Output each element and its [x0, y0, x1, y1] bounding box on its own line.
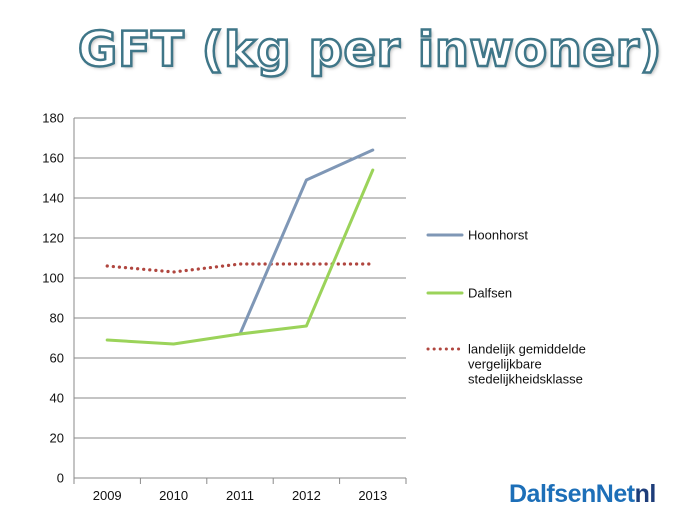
chart-gridlines: [74, 117, 406, 439]
slide-title: GFT (kg per inwoner): [77, 21, 663, 80]
legend-label-landelijk: landelijk gemiddelde vergelijkbare stedeli…: [468, 342, 586, 387]
y-tick-label: 100: [42, 271, 64, 286]
y-tick-label: 180: [42, 111, 64, 126]
y-tick-label: 20: [50, 431, 64, 446]
logo-main-text: DalfsenNet: [509, 480, 635, 508]
y-tick-label: 140: [42, 191, 64, 206]
y-tick-label: 40: [50, 391, 64, 406]
series-line-hoonhorst: [238, 148, 375, 336]
legend-label-dalfsen: Dalfsen: [468, 286, 512, 301]
y-tick-label: 60: [50, 351, 64, 366]
logo-tld-text: nl: [634, 480, 657, 508]
x-axis-tick-labels: 2009 2010 2011 2012 2013: [93, 488, 388, 503]
y-axis-tick-labels: 0 20 40 60 80 100 120 140 160 180: [42, 111, 64, 486]
y-tick-label: 0: [57, 471, 64, 486]
y-tick-label: 80: [50, 311, 64, 326]
chart-axes: [73, 118, 407, 484]
x-tick-label: 2013: [358, 488, 387, 503]
x-tick-label: 2011: [226, 488, 254, 503]
series-line-dalfsen: [105, 168, 375, 346]
y-tick-label: 120: [42, 231, 64, 246]
x-tick-label: 2012: [292, 488, 321, 503]
y-tick-label: 160: [42, 151, 64, 166]
chart-legend: Hoonhorst Dalfsen landelijk gemiddelde verg…: [426, 228, 586, 387]
x-tick-label: 2010: [159, 488, 188, 503]
x-tick-label: 2009: [93, 488, 122, 503]
chart-series: [105, 148, 375, 346]
legend-label-hoonhorst: Hoonhorst: [468, 228, 528, 243]
dalfsennet-logo: DalfsenNetnl: [509, 480, 656, 509]
series-line-landelijk: [105, 262, 375, 274]
